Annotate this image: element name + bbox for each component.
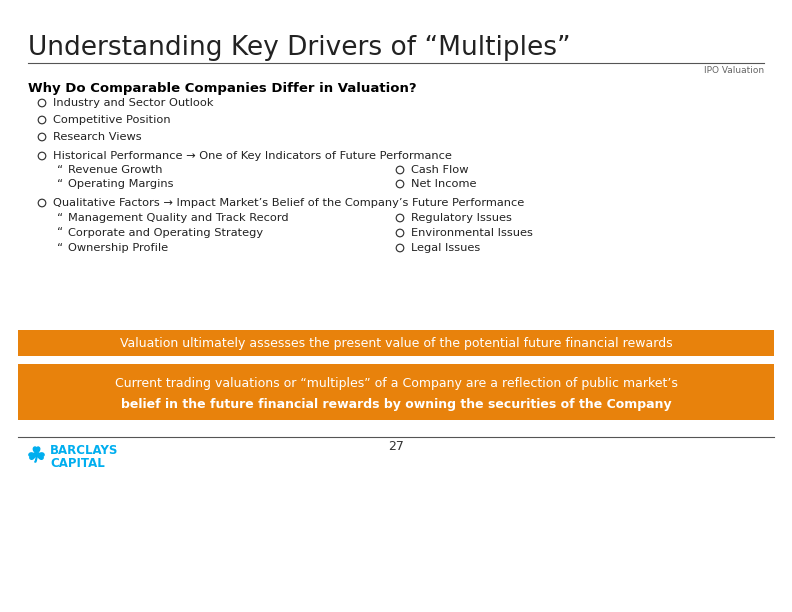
Text: “: “ bbox=[57, 163, 63, 176]
Text: Ownership Profile: Ownership Profile bbox=[68, 243, 168, 253]
Text: Why Do Comparable Companies Differ in Valuation?: Why Do Comparable Companies Differ in Va… bbox=[28, 82, 417, 95]
Text: Operating Margins: Operating Margins bbox=[68, 179, 173, 189]
Text: Industry and Sector Outlook: Industry and Sector Outlook bbox=[53, 98, 214, 108]
Text: Environmental Issues: Environmental Issues bbox=[411, 228, 533, 238]
Text: Corporate and Operating Strategy: Corporate and Operating Strategy bbox=[68, 228, 263, 238]
Text: Historical Performance → One of Key Indicators of Future Performance: Historical Performance → One of Key Indi… bbox=[53, 151, 452, 161]
Text: IPO Valuation: IPO Valuation bbox=[704, 66, 764, 75]
Text: Qualitative Factors → Impact Market’s Belief of the Company’s Future Performance: Qualitative Factors → Impact Market’s Be… bbox=[53, 198, 524, 208]
Text: “: “ bbox=[57, 212, 63, 225]
Text: CAPITAL: CAPITAL bbox=[50, 457, 105, 470]
Text: Management Quality and Track Record: Management Quality and Track Record bbox=[68, 213, 288, 223]
Text: Regulatory Issues: Regulatory Issues bbox=[411, 213, 512, 223]
Text: Understanding Key Drivers of “Multiples”: Understanding Key Drivers of “Multiples” bbox=[28, 35, 570, 61]
Text: BARCLAYS: BARCLAYS bbox=[50, 444, 118, 457]
Text: Net Income: Net Income bbox=[411, 179, 477, 189]
Text: Valuation ultimately assesses the present value of the potential future financia: Valuation ultimately assesses the presen… bbox=[120, 337, 672, 349]
Text: “: “ bbox=[57, 242, 63, 255]
Text: Current trading valuations or “multiples” of a Company are a reflection of publi: Current trading valuations or “multiples… bbox=[115, 377, 677, 390]
Text: “: “ bbox=[57, 177, 63, 190]
Text: “: “ bbox=[57, 226, 63, 239]
Text: Revenue Growth: Revenue Growth bbox=[68, 165, 162, 175]
Text: Legal Issues: Legal Issues bbox=[411, 243, 480, 253]
Text: Cash Flow: Cash Flow bbox=[411, 165, 469, 175]
Text: 27: 27 bbox=[388, 441, 404, 453]
Text: Competitive Position: Competitive Position bbox=[53, 115, 170, 125]
Text: Research Views: Research Views bbox=[53, 132, 142, 142]
Text: belief in the future financial rewards by owning the securities of the Company: belief in the future financial rewards b… bbox=[120, 398, 672, 411]
FancyBboxPatch shape bbox=[18, 364, 774, 420]
FancyBboxPatch shape bbox=[18, 330, 774, 356]
